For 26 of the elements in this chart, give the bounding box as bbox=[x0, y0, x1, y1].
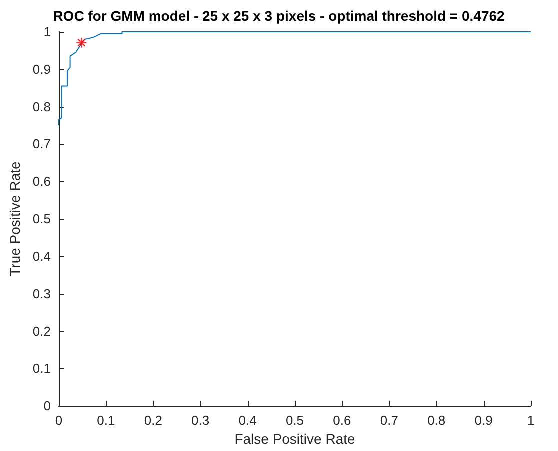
x-tick-label: 0.5 bbox=[286, 413, 304, 428]
y-tick-label: 0.3 bbox=[32, 286, 51, 302]
y-tick-label: 1 bbox=[44, 24, 51, 40]
line-series bbox=[58, 32, 532, 126]
x-tick-label: 0 bbox=[55, 413, 63, 428]
y-tick-label: 0.5 bbox=[32, 212, 51, 227]
x-tick-label: 0.4 bbox=[238, 413, 257, 428]
x-tick-label: 0.7 bbox=[380, 413, 398, 428]
y-tick-label: 0.6 bbox=[32, 174, 51, 190]
y-axis-title: True Positive Rate bbox=[7, 162, 23, 276]
x-tick-label: 0.8 bbox=[428, 413, 446, 428]
x-tick-label: 0.1 bbox=[97, 413, 116, 428]
y-tick-label: 0.7 bbox=[32, 136, 51, 152]
y-tick-label: 0.8 bbox=[32, 99, 51, 114]
y-tick-label: 0.2 bbox=[32, 324, 51, 339]
x-axis-title: False Positive Rate bbox=[234, 431, 356, 447]
x-tick-label: 0.3 bbox=[192, 413, 210, 428]
x-tick-label: 0.2 bbox=[144, 413, 162, 428]
x-tick-label: 1 bbox=[527, 413, 535, 428]
y-tick-label: 0 bbox=[44, 398, 51, 414]
chart-title: ROC for GMM model - 25 x 25 x 3 pixels - optimal threshold = 0.4762 bbox=[53, 8, 506, 24]
y-tick-label: 0.4 bbox=[32, 248, 51, 264]
y-tick-label: 0.1 bbox=[32, 361, 51, 376]
y-tick-label: 0.9 bbox=[32, 62, 51, 77]
x-tick-label: 0.9 bbox=[474, 413, 493, 428]
x-tick-label: 0.6 bbox=[333, 413, 352, 428]
